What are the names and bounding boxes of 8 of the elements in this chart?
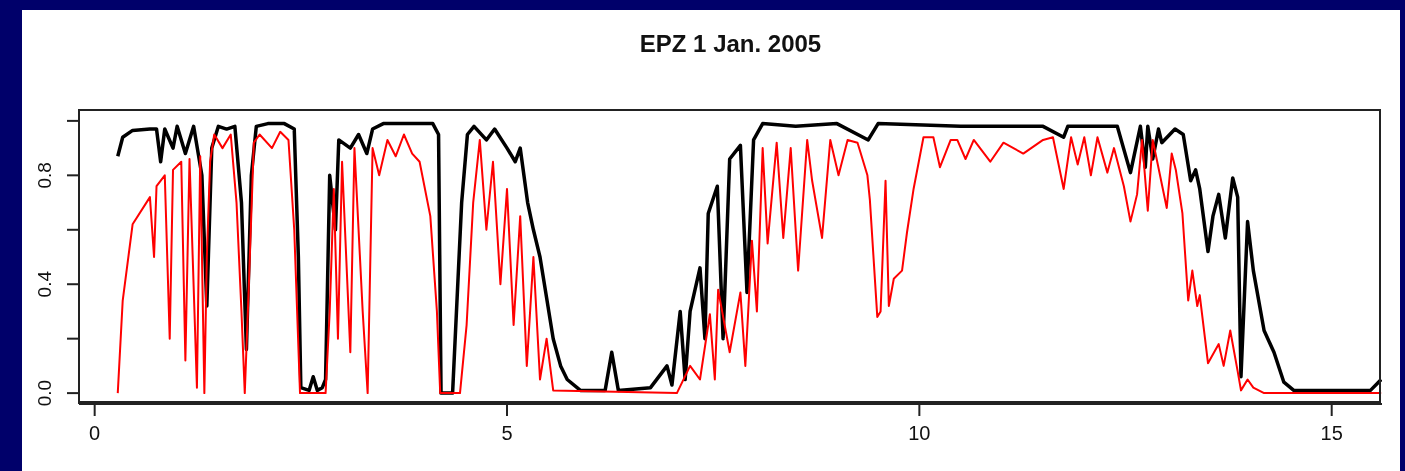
y-tick-label: 0.0 [34, 379, 55, 407]
x-tick-label: 5 [501, 422, 513, 444]
y-tick-label: 0.8 [34, 162, 55, 189]
x-tick-label: 10 [908, 422, 931, 444]
chart-title: EPZ 1 Jan. 2005 [638, 30, 823, 58]
y-tick-label: 0.4 [34, 270, 55, 298]
x-tick-label: 15 [1320, 422, 1343, 444]
x-tick-label: 0 [89, 422, 101, 444]
